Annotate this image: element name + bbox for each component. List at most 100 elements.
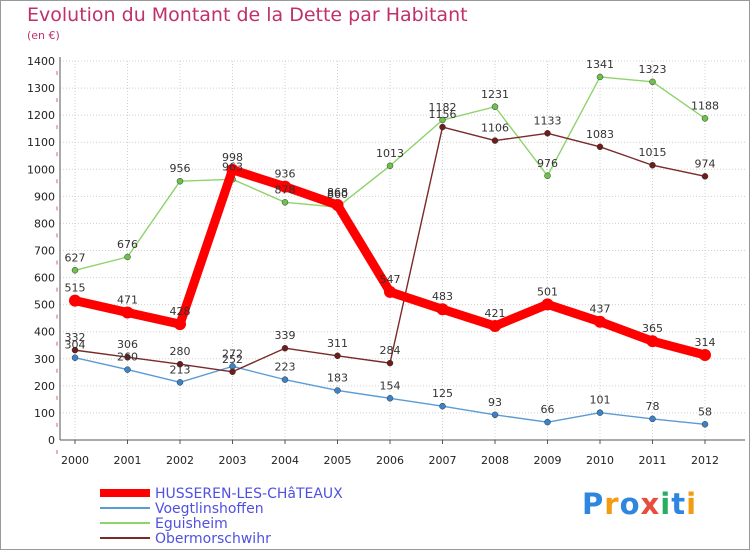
y-tick-label: 1200 — [27, 109, 55, 122]
legend-label: Obermorschwihr — [155, 531, 271, 547]
legend-label: Voegtlinshoffen — [155, 501, 264, 517]
x-tick-label: 2010 — [586, 454, 614, 467]
data-point — [176, 360, 184, 368]
data-label: 1188 — [691, 99, 719, 112]
data-label: 1133 — [534, 114, 562, 127]
data-label: 339 — [275, 329, 296, 342]
data-label: 471 — [117, 293, 138, 306]
data-point — [279, 180, 291, 193]
data-point — [174, 318, 186, 331]
data-point — [701, 115, 709, 122]
data-label: 860 — [327, 188, 348, 201]
data-label: 154 — [380, 379, 401, 392]
y-tick-label: 400 — [34, 326, 55, 339]
x-tick-label: 2007 — [429, 454, 457, 467]
data-point — [176, 177, 184, 185]
data-label: 223 — [275, 361, 296, 374]
y-tick-label: 100 — [34, 407, 55, 420]
y-tick-label: 800 — [34, 217, 55, 230]
x-tick-label: 2012 — [691, 454, 719, 467]
data-point — [544, 130, 551, 137]
data-point — [121, 306, 134, 319]
chart-title: Evolution du Montant de la Dette par Hab… — [27, 4, 468, 26]
data-point — [334, 352, 341, 360]
data-label: 501 — [537, 285, 558, 298]
data-point — [226, 163, 239, 176]
data-label: 1013 — [376, 147, 404, 160]
data-point — [439, 123, 446, 131]
data-point — [386, 395, 394, 402]
x-tick-label: 2000 — [61, 454, 89, 467]
data-point — [646, 335, 659, 348]
y-tick-label: 900 — [34, 190, 55, 203]
x-tick-label: 2006 — [376, 454, 404, 467]
data-point — [69, 294, 81, 307]
logo-letter: P — [582, 487, 605, 521]
data-point — [491, 411, 499, 419]
data-point — [544, 418, 551, 426]
legend-label: Eguisheim — [155, 516, 228, 532]
x-tick-label: 2002 — [166, 454, 194, 467]
data-point — [384, 285, 396, 298]
data-label: 974 — [695, 157, 716, 170]
data-label: 183 — [327, 371, 348, 384]
data-point — [594, 315, 606, 328]
data-label: 1182 — [429, 101, 457, 114]
data-label: 93 — [488, 396, 502, 409]
data-point — [439, 116, 446, 124]
logo-letter: o — [619, 487, 641, 521]
data-label: 1231 — [481, 88, 509, 101]
data-point — [281, 344, 289, 352]
data-label: 58 — [698, 405, 712, 418]
data-label: 1106 — [481, 122, 509, 135]
data-point — [229, 368, 236, 376]
data-label: 272 — [222, 347, 243, 360]
y-tick-label: 600 — [34, 272, 55, 285]
proxiti-logo: Proxiti — [582, 487, 697, 521]
data-point — [71, 354, 79, 361]
data-label: 66 — [541, 403, 555, 416]
y-tick-label: 1300 — [27, 82, 55, 95]
data-point — [701, 421, 709, 428]
data-point — [491, 103, 499, 111]
y-tick-label: 300 — [34, 353, 55, 366]
data-label: 101 — [590, 394, 611, 407]
y-tick-label: 500 — [34, 299, 55, 312]
data-label: 878 — [275, 183, 296, 196]
data-label: 998 — [222, 151, 243, 164]
data-point — [176, 379, 184, 386]
x-tick-label: 2004 — [271, 454, 299, 467]
data-label: 515 — [65, 282, 86, 295]
y-tick-label: 1000 — [27, 163, 55, 176]
logo-letter: i — [686, 487, 698, 521]
data-label: 304 — [65, 339, 86, 352]
data-label: 1341 — [586, 58, 614, 71]
data-label: 428 — [170, 305, 191, 318]
data-point — [489, 320, 501, 333]
data-label: 437 — [590, 303, 611, 316]
data-label: 311 — [327, 337, 348, 350]
y-tick-label: 1100 — [27, 136, 55, 149]
data-label: 1323 — [639, 63, 667, 76]
data-point — [71, 346, 79, 354]
chart-subtitle: (en €) — [27, 29, 60, 42]
data-point — [334, 387, 341, 394]
data-label: 213 — [170, 363, 191, 376]
data-label: 963 — [222, 160, 243, 173]
logo-letter: x — [640, 487, 661, 521]
data-point — [436, 303, 449, 316]
data-point — [649, 415, 656, 423]
y-tick-label: 0 — [48, 434, 55, 447]
x-tick-label: 2008 — [481, 454, 509, 467]
data-label: 1015 — [639, 146, 667, 159]
data-label: 260 — [117, 351, 138, 364]
data-point — [596, 73, 604, 81]
legend-label: HUSSEREN-LES-CHâTEAUX — [155, 486, 343, 502]
x-tick-label: 2009 — [534, 454, 562, 467]
data-point — [596, 143, 604, 151]
data-label: 280 — [170, 345, 191, 358]
x-tick-label: 2003 — [219, 454, 247, 467]
data-label: 1156 — [429, 108, 457, 121]
data-point — [281, 199, 289, 206]
